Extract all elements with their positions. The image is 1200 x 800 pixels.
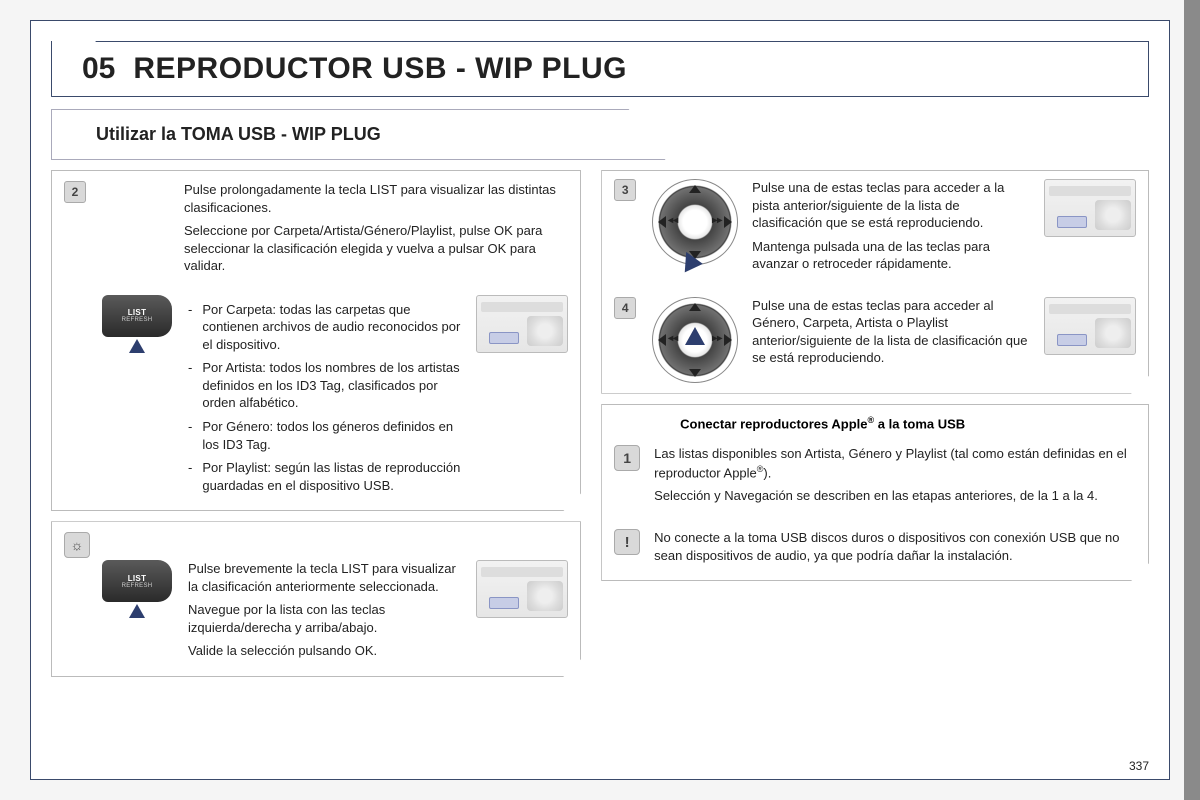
list-button-icon-2: LIST REFRESH	[102, 560, 172, 602]
apple-p1b: ).	[763, 465, 771, 480]
step2-bullet-list: -Por Carpeta: todas las carpetas que con…	[188, 301, 462, 494]
nav-wheel-icon-ud: ◂◂▸▸	[652, 297, 738, 383]
panel-apple: Conectar reproductores Apple® a la toma …	[601, 404, 1149, 581]
step3-para1: Pulse una de estas teclas para acceder a…	[752, 179, 1030, 232]
nav-wheel-icon-lr: ◂◂▸▸	[652, 179, 738, 265]
panel-tip: ☼ LIST REFRESH Pulse brevemente la tecla…	[51, 521, 581, 677]
apple-para1: Las listas disponibles son Artista, Géne…	[654, 445, 1136, 481]
bullet-playlist: Por Playlist: según las listas de reprod…	[202, 459, 462, 494]
apple-header-pre: Conectar reproductores Apple	[680, 416, 867, 431]
bullet-artista: Por Artista: todos los nombres de los ar…	[202, 359, 462, 412]
list-button-sublabel-2: REFRESH	[122, 583, 153, 589]
subsection-title: Utilizar la TOMA USB - WIP PLUG	[96, 124, 665, 145]
manual-page: 05 REPRODUCTOR USB - WIP PLUG Utilizar l…	[30, 20, 1170, 780]
bullet-genero: Por Género: todos los géneros definidos …	[202, 418, 462, 453]
radio-thumbnail-2	[476, 560, 568, 618]
panel-step-2: 2 Pulse prolongadamente la tecla LIST pa…	[51, 170, 581, 511]
section-number: 05	[82, 52, 115, 86]
apple-p1a: Las listas disponibles son Artista, Géne…	[654, 446, 1127, 480]
tip-icon: ☼	[64, 532, 90, 558]
radio-thumbnail-4	[1044, 297, 1136, 355]
section-title: REPRODUCTOR USB - WIP PLUG	[133, 52, 627, 86]
tip-para3: Valide la selección pulsando OK.	[188, 642, 462, 660]
apple-header-post: a la toma USB	[874, 416, 965, 431]
arrow-up-icon	[129, 339, 145, 353]
step2-para2: Seleccione por Carpeta/Artista/Género/Pl…	[184, 222, 568, 275]
panel-steps-3-4: 3 ◂◂▸▸ Pulse una de estas teclas para ac…	[601, 170, 1149, 394]
radio-thumbnail	[476, 295, 568, 353]
step2-para1: Pulse prolongadamente la tecla LIST para…	[184, 181, 568, 216]
apple-step-badge: 1	[614, 445, 640, 471]
page-number: 337	[1129, 759, 1149, 773]
step-badge-2: 2	[64, 181, 86, 203]
list-button-label: LIST	[128, 308, 147, 317]
step4-para1: Pulse una de estas teclas para acceder a…	[752, 297, 1030, 367]
list-button-icon: LIST REFRESH	[102, 295, 172, 337]
step-badge-4: 4	[614, 297, 636, 319]
list-button-sublabel: REFRESH	[122, 317, 153, 323]
apple-warning: No conecte a la toma USB discos duros o …	[654, 529, 1136, 564]
tip-para2: Navegue por la lista con las teclas izqu…	[188, 601, 462, 636]
warning-icon: !	[614, 529, 640, 555]
subsection-header: Utilizar la TOMA USB - WIP PLUG	[51, 109, 666, 160]
arrow-up-icon-2	[129, 604, 145, 618]
section-title-bar: 05 REPRODUCTOR USB - WIP PLUG	[51, 41, 1149, 97]
apple-para2: Selección y Navegación se describen en l…	[654, 487, 1136, 505]
scrollbar-region	[1184, 0, 1200, 800]
list-button-label-2: LIST	[128, 574, 147, 583]
step3-para2: Mantenga pulsada una de las teclas para …	[752, 238, 1030, 273]
apple-header: Conectar reproductores Apple® a la toma …	[602, 405, 1148, 437]
tip-para1: Pulse brevemente la tecla LIST para visu…	[188, 560, 462, 595]
bullet-carpeta: Por Carpeta: todas las carpetas que cont…	[202, 301, 462, 354]
radio-thumbnail-3	[1044, 179, 1136, 237]
step-badge-3: 3	[614, 179, 636, 201]
